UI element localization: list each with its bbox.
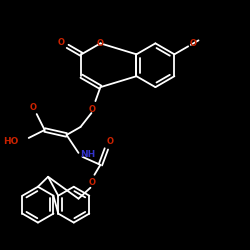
- Text: O: O: [190, 39, 197, 48]
- Text: O: O: [89, 178, 96, 187]
- Text: O: O: [97, 39, 104, 48]
- Text: O: O: [107, 138, 114, 146]
- Text: HO: HO: [4, 138, 19, 146]
- Text: O: O: [29, 102, 36, 112]
- Text: O: O: [89, 104, 96, 114]
- Text: NH: NH: [80, 150, 95, 159]
- Text: O: O: [58, 38, 65, 47]
